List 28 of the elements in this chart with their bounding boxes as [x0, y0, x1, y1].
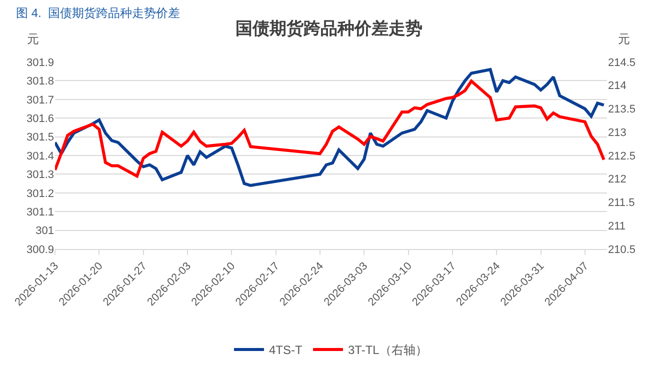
y-tick-label: 301.6: [26, 112, 54, 125]
y2-tick-label: 214.5: [608, 56, 636, 69]
y-tick-label: 301.4: [26, 150, 54, 162]
caption: 图 4. 国债期货跨品种走势价差: [16, 6, 180, 20]
y2-tick-label: 212.5: [608, 150, 636, 162]
y-tick-label: 301.9: [26, 56, 54, 69]
y-tick-label: 301.1: [26, 206, 54, 218]
y-tick-label: 301: [36, 225, 54, 238]
y-tick-label: 301.5: [26, 132, 54, 144]
y2-tick-label: 214: [608, 80, 626, 92]
y-tick-label: 301.2: [26, 188, 54, 200]
y2-tick-label: 211.5: [608, 197, 635, 210]
y2-tick-label: 213: [608, 126, 626, 139]
y2-tick-label: 210.5: [608, 244, 636, 256]
y2-tick-label: 212: [608, 174, 626, 186]
chart-title: 国债期货跨品种价差走势: [236, 19, 422, 38]
legend-label: 3T-TL（右轴）: [348, 343, 428, 358]
y-tick-label: 300.9: [26, 244, 54, 256]
legend-label: 4TS-T: [269, 343, 304, 358]
y-tick-label: 301.3: [26, 169, 54, 182]
y2-axis-title: 元: [618, 32, 630, 46]
line-series: [55, 68, 606, 187]
y2-tick-label: 211: [608, 220, 626, 232]
y-tick-label: 301.7: [26, 94, 54, 106]
y2-tick-label: 213.5: [608, 104, 636, 116]
y-axis-title: 元: [27, 32, 39, 46]
y-tick-label: 301.8: [26, 76, 54, 88]
line-series: [55, 80, 606, 178]
